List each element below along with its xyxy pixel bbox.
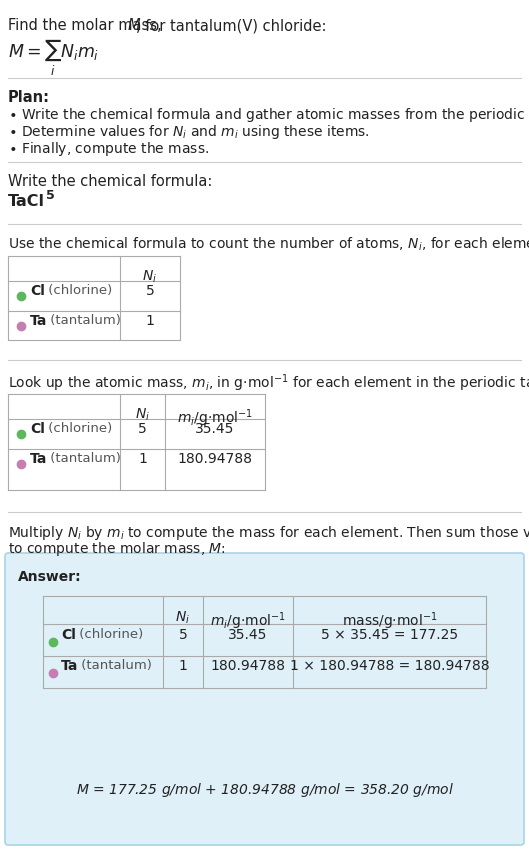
Text: M: M: [128, 18, 141, 33]
Text: $\bullet$ Determine values for $N_i$ and $m_i$ using these items.: $\bullet$ Determine values for $N_i$ and…: [8, 123, 370, 141]
Text: $m_i$/g$\cdot$mol$^{-1}$: $m_i$/g$\cdot$mol$^{-1}$: [177, 407, 253, 429]
Text: Multiply $N_i$ by $m_i$ to compute the mass for each element. Then sum those val: Multiply $N_i$ by $m_i$ to compute the m…: [8, 524, 529, 542]
Text: $M = \sum_i N_i m_i$: $M = \sum_i N_i m_i$: [8, 38, 99, 78]
Text: Answer:: Answer:: [18, 570, 81, 584]
Text: Write the chemical formula:: Write the chemical formula:: [8, 174, 212, 189]
FancyBboxPatch shape: [5, 553, 524, 845]
Text: 35.45: 35.45: [229, 628, 268, 642]
Text: 5: 5: [46, 189, 54, 202]
Text: 5 × 35.45 = 177.25: 5 × 35.45 = 177.25: [321, 628, 458, 642]
Text: Ta: Ta: [61, 659, 78, 673]
Text: $\bullet$ Write the chemical formula and gather atomic masses from the periodic : $\bullet$ Write the chemical formula and…: [8, 106, 529, 124]
Text: 5: 5: [179, 628, 187, 642]
Text: 1 × 180.94788 = 180.94788: 1 × 180.94788 = 180.94788: [290, 659, 489, 673]
Text: (chlorine): (chlorine): [44, 284, 112, 297]
Text: Find the molar mass,: Find the molar mass,: [8, 18, 166, 33]
Text: Cl: Cl: [61, 628, 76, 642]
Text: 1: 1: [179, 659, 187, 673]
Text: $N_i$: $N_i$: [142, 269, 158, 285]
Text: (tantalum): (tantalum): [46, 452, 121, 465]
Text: 5: 5: [138, 422, 147, 436]
Text: (tantalum): (tantalum): [46, 314, 121, 327]
Text: $N_i$: $N_i$: [135, 407, 150, 424]
Text: Cl: Cl: [30, 284, 45, 298]
Text: (chlorine): (chlorine): [44, 422, 112, 435]
Text: (chlorine): (chlorine): [75, 628, 143, 641]
Text: 1: 1: [138, 452, 147, 466]
Text: $N_i$: $N_i$: [176, 610, 190, 627]
Text: $m_i$/g$\cdot$mol$^{-1}$: $m_i$/g$\cdot$mol$^{-1}$: [210, 610, 286, 632]
Text: (tantalum): (tantalum): [77, 659, 152, 672]
Text: mass/g$\cdot$mol$^{-1}$: mass/g$\cdot$mol$^{-1}$: [342, 610, 437, 632]
Text: $\bullet$ Finally, compute the mass.: $\bullet$ Finally, compute the mass.: [8, 140, 209, 158]
Text: 1: 1: [145, 314, 154, 328]
Text: Plan:: Plan:: [8, 90, 50, 105]
Text: 35.45: 35.45: [195, 422, 235, 436]
Text: TaCl: TaCl: [8, 194, 45, 209]
Text: 5: 5: [145, 284, 154, 298]
Text: Ta: Ta: [30, 314, 48, 328]
Text: 180.94788: 180.94788: [178, 452, 252, 466]
Text: $M$ = 177.25 g/mol + 180.94788 g/mol = 358.20 g/mol: $M$ = 177.25 g/mol + 180.94788 g/mol = 3…: [76, 781, 453, 799]
Text: , for tantalum(V) chloride:: , for tantalum(V) chloride:: [136, 18, 326, 33]
Text: Cl: Cl: [30, 422, 45, 436]
Text: Look up the atomic mass, $m_i$, in g$\cdot$mol$^{-1}$ for each element in the pe: Look up the atomic mass, $m_i$, in g$\cd…: [8, 372, 529, 394]
Text: 180.94788: 180.94788: [211, 659, 286, 673]
Text: to compute the molar mass, $M$:: to compute the molar mass, $M$:: [8, 540, 226, 558]
Text: Ta: Ta: [30, 452, 48, 466]
Text: Use the chemical formula to count the number of atoms, $N_i$, for each element:: Use the chemical formula to count the nu…: [8, 236, 529, 253]
